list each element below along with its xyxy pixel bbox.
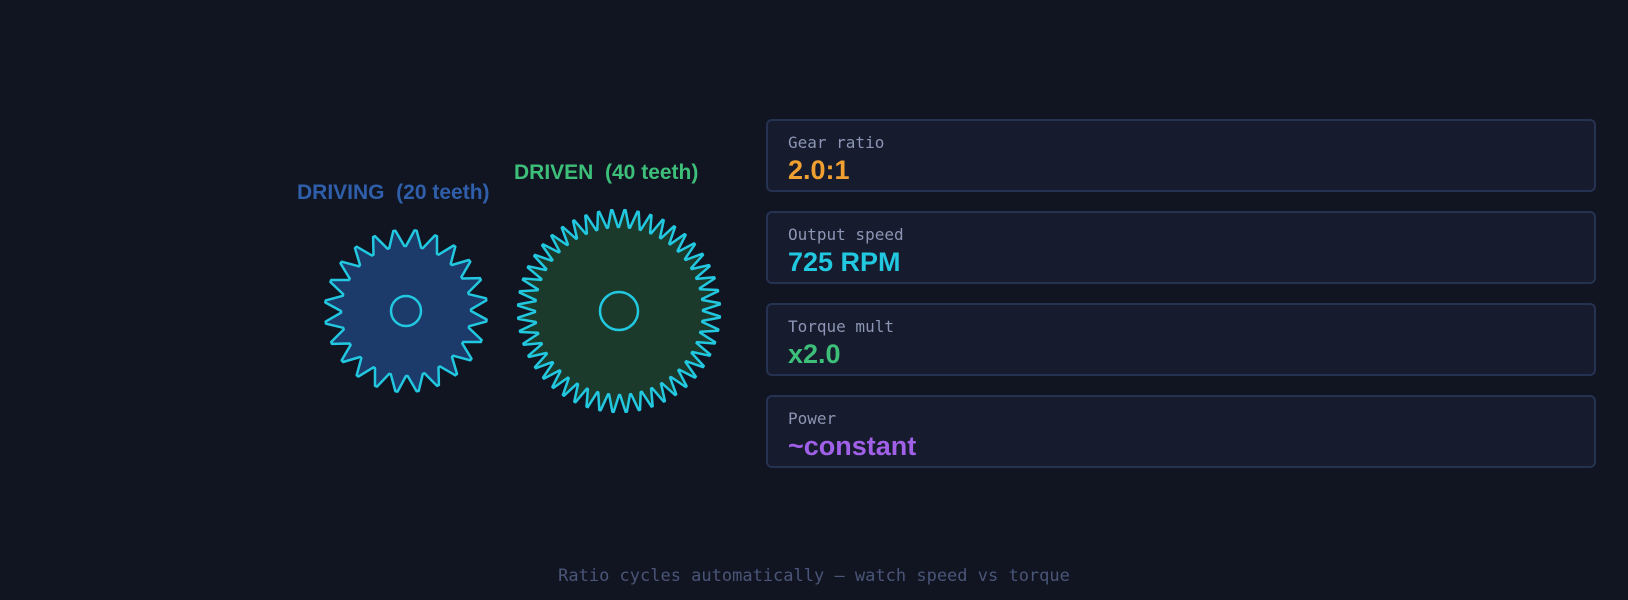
footer-note: Ratio cycles automatically — watch speed…	[558, 566, 1070, 586]
metric-value: x2.0	[788, 339, 841, 369]
metric-label: Torque mult	[788, 317, 894, 336]
metric-value: 725 RPM	[788, 247, 901, 277]
metric-label: Gear ratio	[788, 133, 885, 152]
driven-gear	[516, 208, 722, 414]
driving-hub	[389, 294, 423, 328]
metric-card: Torque mult x2.0	[766, 303, 1596, 376]
metric-value: ~constant	[788, 431, 917, 461]
metric-card: Gear ratio 2.0:1	[766, 119, 1596, 192]
metric-card: Output speed 725 RPM	[766, 211, 1596, 284]
driving-label: DRIVING (20 teeth)	[297, 181, 490, 204]
metric-label: Power	[788, 409, 837, 428]
metric-value: 2.0:1	[788, 155, 850, 185]
driving-gear	[324, 229, 488, 393]
driven-label: DRIVEN (40 teeth)	[514, 161, 698, 184]
driven-hub	[598, 290, 640, 332]
gear-view: DRIVING (20 teeth) DRIVEN (40 teeth)	[297, 161, 722, 414]
metric-card: Power ~constant	[766, 395, 1596, 468]
metric-label: Output speed	[788, 225, 904, 244]
